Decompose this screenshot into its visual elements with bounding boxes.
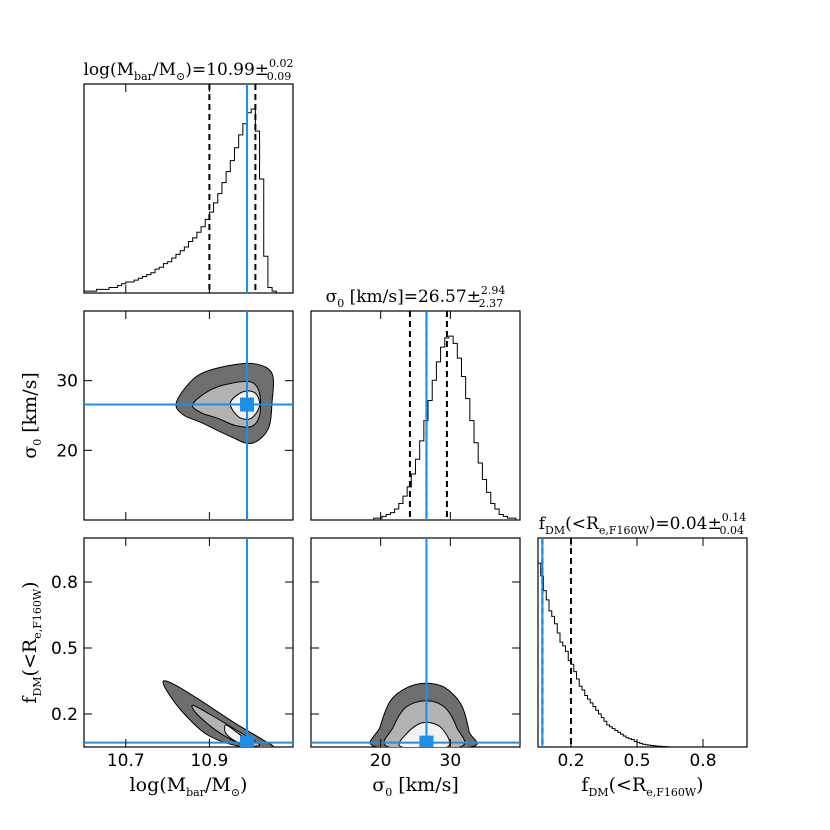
y-axis-label-fDM-sub1: DM [31,676,44,696]
x-axis-label-sigma0-sub1: 0 [385,786,392,799]
title-logMbar-sub1: bar [134,70,154,83]
y-tick-label-sigma0-1: 30 [56,372,78,392]
panel-frame-r2-c0 [83,537,294,748]
panel-frame-r0-c0 [83,83,294,294]
title-logMbar-pre: log(M [83,60,134,80]
x-axis-label-logMbar: log(Mbar/M⊙) [130,774,248,799]
contour-group-fDM_vs_sigma0 [311,538,520,747]
x-axis-label-fDM-pre: f [581,774,590,796]
x-tick-label-fDM-0: 0.2 [557,751,584,771]
hist-group-sigma0 [311,311,520,520]
x-axis-label-fDM-post: ) [696,774,703,796]
y-tick-label-sigma0-0: 20 [56,441,78,461]
x-axis-label-logMbar-sub1: bar [186,786,206,799]
y-axis-label-sigma0-pre: σ [19,446,41,459]
x-axis-label-sigma0-pre: σ [372,774,385,796]
y-axis-label-sigma0: σ0 [km/s] [19,372,44,459]
panel-frame-r2-c2 [537,537,748,748]
title-sigma0-sub1: 0 [337,297,344,310]
x-tick-label-sigma0-0: 20 [370,751,392,771]
x-axis-label-fDM-mid: (<R [609,774,647,796]
y-axis-label-fDM-pre: f [19,695,41,704]
y-axis-label-fDM-post: ) [19,581,41,588]
x-axis-label-fDM: fDM(<Re,F160W) [581,774,703,799]
x-axis-label-logMbar-sub2: ⊙ [231,786,240,799]
histogram-sigma0 [311,335,520,520]
x-axis-label-sigma0: σ0 [km/s] [372,774,459,799]
x-axis-label-logMbar-mid: /M [205,774,231,796]
x-tick-label-fDM-1: 0.5 [623,751,650,771]
y-axis-label-sigma0-post: [km/s] [19,372,41,439]
y-axis-label-fDM-sub2: e,F160W [31,588,44,639]
y-tick-label-fDM-1: 0.5 [51,639,78,659]
title-fDM-sub1: DM [545,524,565,537]
title-fDM-pre: f [539,514,547,534]
title-logMbar: log(Mbar/M⊙)=10.99±0.02 0.09 [83,57,293,83]
x-tick-label-sigma0-1: 30 [440,751,462,771]
panel-frame-r1-c0 [83,310,294,521]
contour-group-fDM_vs_logMbar [84,538,293,747]
x-axis-label-fDM-sub1: DM [588,786,608,799]
y-axis-label-sigma0-sub1: 0 [31,439,44,446]
y-tick-label-fDM-0: 0.2 [51,705,78,725]
title-sigma0-pre: σ [326,287,338,307]
contour-level-3 [398,721,451,747]
title-fDM-mid: (<R [565,514,600,534]
x-tick-label-logMbar-1: 10.9 [190,751,228,771]
x-axis-label-fDM-sub2: e,F160W [646,786,697,799]
title-sigma0-lower-err: 2.37 [479,297,504,310]
title-logMbar-sub2: ⊙ [176,70,185,83]
contour-level-1 [162,680,274,747]
title-logMbar-lower-err: 0.09 [267,70,292,83]
truth-marker [240,397,255,412]
contour-group-sigma0_vs_logMbar [84,311,293,520]
title-fDM-sub2: e,F160W [599,524,650,537]
histogram-logMbar [84,108,293,293]
x-axis-label-sigma0-post: [km/s] [392,774,459,796]
title-fDM-post: )=0.04± [649,514,722,534]
x-tick-label-logMbar-0: 10.7 [107,751,145,771]
truth-marker [240,735,255,747]
title-sigma0: σ0 [km/s]=26.57±2.94 2.37 [326,284,506,310]
title-logMbar-mid: /M [153,60,176,80]
x-axis-label-logMbar-pre: log(M [130,774,187,796]
y-tick-label-fDM-2: 0.8 [51,573,78,593]
title-fDM-lower-err: 0.04 [719,524,744,537]
title-fDM: fDM(<Re,F160W)=0.04±0.14 0.04 [539,511,747,537]
title-fDM-upper-err: 0.14 [722,511,747,524]
title-logMbar-upper-err: 0.02 [269,57,294,70]
title-sigma0-post: [km/s]=26.57± [344,287,481,307]
y-axis-label-fDM-mid: (<R [19,638,41,676]
hist-group-logMbar [84,84,293,293]
truth-marker [419,735,434,747]
title-logMbar-post: )=10.99± [185,60,269,80]
x-axis-label-logMbar-post: ) [240,774,247,796]
y-axis-label-fDM: fDM(<Re,F160W) [19,581,44,703]
x-tick-label-fDM-2: 0.8 [689,751,716,771]
panel-frame-r1-c1 [310,310,521,521]
title-sigma0-upper-err: 2.94 [481,284,506,297]
histogram-fDM [538,562,747,747]
hist-group-fDM [538,538,747,747]
